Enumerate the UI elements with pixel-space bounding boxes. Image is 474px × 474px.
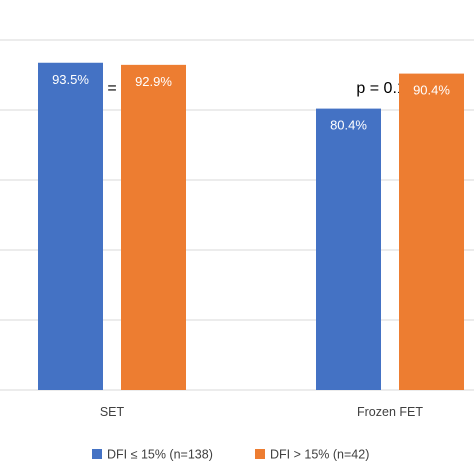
bar-dfi-high-1 xyxy=(399,73,464,390)
legend-label: DFI > 15% (n=42) xyxy=(270,448,369,462)
legend-swatch xyxy=(92,449,102,459)
legend-swatch xyxy=(255,449,265,459)
category-label: SET xyxy=(100,405,125,419)
bar-dfi-low-1 xyxy=(316,108,381,390)
bars xyxy=(38,62,464,390)
category-labels: SET Frozen FET xyxy=(100,405,424,419)
bar-value-label: 92.9% xyxy=(135,74,172,89)
category-label: Frozen FET xyxy=(357,405,423,419)
bar-value-label: 93.5% xyxy=(52,72,89,87)
bar-value-label: 90.4% xyxy=(413,83,450,98)
bar-dfi-low-0 xyxy=(38,62,103,390)
legend: DFI ≤ 15% (n=138) DFI > 15% (n=42) xyxy=(92,448,369,462)
bar-value-labels: 93.5% 92.9% 80.4% 90.4% xyxy=(52,72,450,133)
bar-dfi-high-0 xyxy=(121,64,186,390)
bar-value-label: 80.4% xyxy=(330,118,367,133)
legend-label: DFI ≤ 15% (n=138) xyxy=(107,448,213,462)
